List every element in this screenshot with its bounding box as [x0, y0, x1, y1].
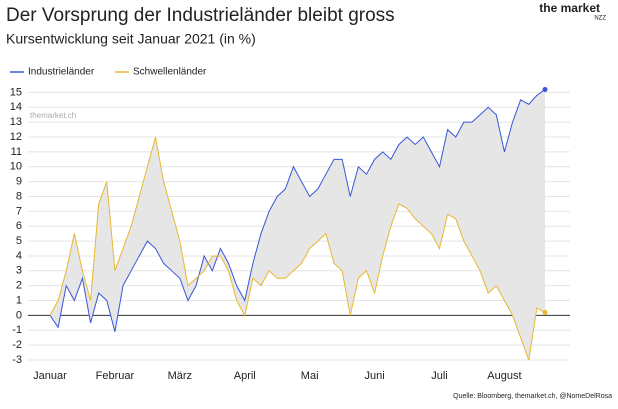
end-dot — [542, 86, 548, 92]
gap-area — [50, 89, 545, 360]
chart-title: Der Vorsprung der Industrieländer bleibt… — [6, 5, 395, 26]
brand-sub: NZZ — [594, 16, 606, 22]
y-tick-label: 2 — [16, 280, 22, 292]
end-dot — [542, 309, 548, 315]
x-tick-label: Mai — [301, 370, 319, 382]
y-tick-label: 12 — [10, 131, 22, 143]
y-tick-label: 10 — [10, 161, 22, 173]
x-tick-label: Januar — [33, 370, 67, 382]
source: Quelle: Bloomberg, themarket.ch, @NomeDe… — [453, 393, 612, 400]
y-tick-label: 1 — [16, 294, 22, 306]
line — [49, 136, 546, 361]
y-tick-label: 0 — [16, 309, 22, 321]
line — [49, 89, 546, 332]
y-tick-label: 7 — [16, 205, 22, 217]
x-tick-label: August — [487, 370, 521, 382]
x-tick-label: Februar — [96, 370, 135, 382]
watermark: themarket.ch — [30, 111, 76, 120]
y-tick-label: 15 — [10, 86, 22, 98]
legend-label: Industrieländer — [28, 67, 95, 78]
y-tick-label: -1 — [12, 324, 22, 336]
y-tick-label: 6 — [16, 220, 22, 232]
y-tick-label: 3 — [16, 265, 22, 277]
y-tick-label: 8 — [16, 190, 22, 202]
y-tick-label: -3 — [12, 354, 22, 366]
legend-label: Schwellenländer — [133, 67, 207, 78]
y-tick-label: 5 — [16, 235, 22, 247]
y-tick-label: 4 — [16, 250, 22, 262]
y-tick-label: 11 — [11, 146, 22, 158]
x-tick-label: Juli — [431, 370, 448, 382]
x-tick-label: April — [234, 370, 256, 382]
y-tick-label: 9 — [16, 176, 22, 188]
brand: the market — [539, 1, 600, 15]
x-tick-label: Juni — [364, 370, 384, 382]
y-tick-label: 13 — [10, 116, 22, 128]
y-tick-label: 14 — [10, 101, 22, 113]
chart-subtitle: Kursentwicklung seit Januar 2021 (in %) — [6, 31, 256, 47]
y-tick-label: -2 — [12, 339, 22, 351]
x-tick-label: März — [168, 370, 192, 382]
